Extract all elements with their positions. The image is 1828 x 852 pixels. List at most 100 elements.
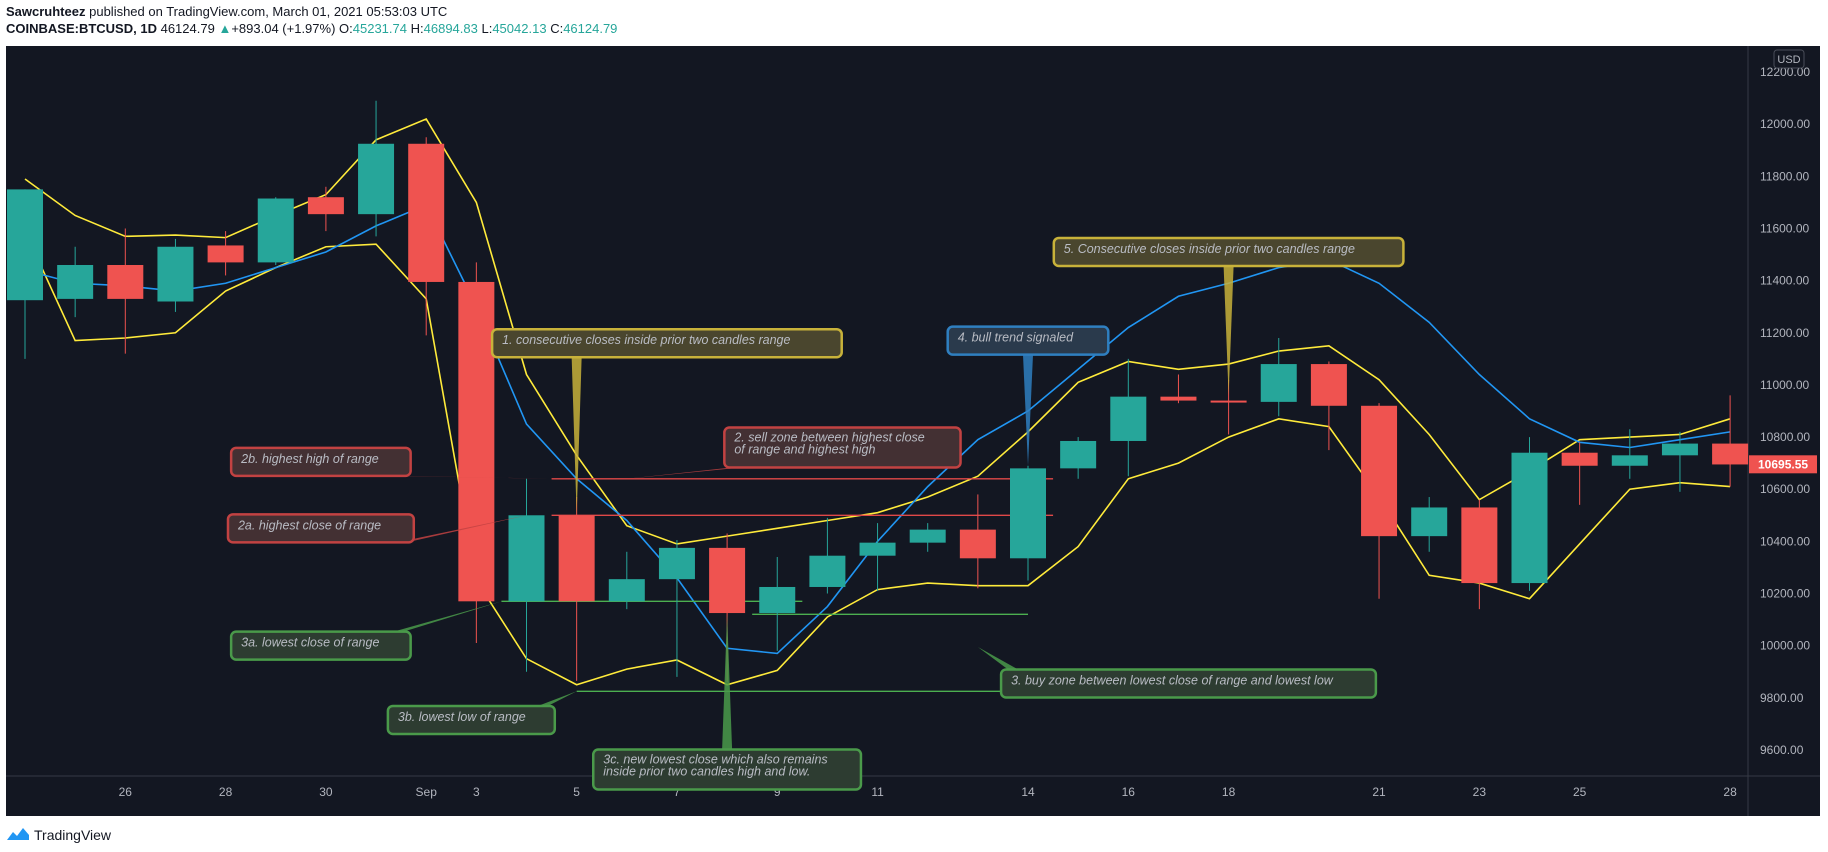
open-label: O: [339, 21, 353, 36]
candle-body [207, 245, 244, 263]
price-tick-label: 9800.00 [1760, 691, 1804, 705]
candle-body [257, 198, 294, 263]
candlestick-chart[interactable]: 9600.00 9800.00 10000.00 10200.00 10400.00 10… [6, 46, 1820, 816]
price-tick-label: 9600.00 [1760, 743, 1804, 757]
callout-box [229, 630, 412, 661]
candle-body [1060, 440, 1097, 469]
time-tick-label: 14 [1021, 785, 1035, 799]
candle-up [7, 189, 43, 359]
candle-down [959, 494, 996, 589]
last-price-label: 10695.55 [1758, 457, 1808, 471]
symbol-info: COINBASE:BTCUSD, 1D 46124.79 ▲+893.04 (+… [6, 21, 617, 36]
price-tick-label: 11000.00 [1760, 378, 1809, 392]
candle-up [859, 523, 896, 591]
time-tick-label: 30 [319, 785, 333, 799]
candle-body [1110, 396, 1147, 441]
callout-text: 2. sell zone between highest close of ran… [733, 431, 924, 457]
candle-up [658, 540, 695, 677]
candle-body [1411, 507, 1448, 537]
callout-pointer [1223, 265, 1234, 396]
publish-info: Sawcruhteez published on TradingView.com… [6, 4, 447, 19]
candle-up [1260, 338, 1297, 417]
candle-up [909, 523, 946, 552]
candle-up [608, 551, 645, 610]
candle-body [358, 143, 395, 215]
callout-text-line: 1. consecutive closes inside prior two c… [502, 333, 790, 347]
candle-up [358, 100, 395, 237]
price-tick-label: 12000.00 [1760, 117, 1810, 131]
candle-down [1310, 361, 1347, 451]
candle-body [759, 586, 796, 614]
price-tick-label: 11800.00 [1760, 169, 1809, 183]
callout-text: 2b. highest high of range [240, 452, 379, 466]
candle-body [1160, 396, 1197, 401]
candle-body [1260, 364, 1297, 402]
price-tick-label: 11400.00 [1760, 274, 1809, 288]
callout-pointer [626, 467, 742, 479]
callout-pointer [537, 691, 577, 706]
candle-body [57, 265, 94, 299]
callout-group: 3a. lowest close of range [229, 601, 502, 661]
callout-group: 3. buy zone between lowest close of rang… [977, 646, 1378, 699]
currency-badge [1773, 49, 1805, 69]
author-name[interactable]: Sawcruhteez [6, 4, 86, 19]
candle-body [1310, 364, 1347, 406]
callout-pointer [722, 614, 733, 750]
callout-text-line: 5. Consecutive closes inside prior two c… [1064, 242, 1355, 256]
callout-text: 3b. lowest low of range [398, 710, 526, 724]
symbol-name[interactable]: COINBASE:BTCUSD, 1D [6, 21, 157, 36]
callout-box [226, 513, 416, 544]
callout-pointer [393, 475, 552, 479]
candle-body [1712, 443, 1749, 465]
callout-text-line: of range and highest high [734, 443, 875, 457]
price-tick-label: 10600.00 [1760, 482, 1810, 496]
callout-pointer [977, 646, 1019, 670]
price-tick-label: 10000.00 [1760, 639, 1810, 653]
change-up-arrow-icon: ▲ [218, 21, 232, 36]
price-tick-label: 12200.00 [1760, 65, 1810, 79]
time-tick-label: 9 [774, 785, 781, 799]
callout-text: 4. bull trend signaled [958, 331, 1074, 345]
price-change: +893.04 (+1.97%) [231, 21, 336, 36]
callout-group: 1. consecutive closes inside prior two c… [490, 327, 843, 516]
callout-text: 3. buy zone between lowest close of rang… [1011, 673, 1334, 687]
time-tick-label: 18 [1222, 785, 1236, 799]
price-tick-label: 11600.00 [1760, 222, 1809, 236]
published-text: published on TradingView.com, March 01, … [89, 4, 448, 19]
time-tick-label: 26 [119, 785, 133, 799]
candle-body [1361, 405, 1398, 537]
callout-text: 3c. new lowest close which also remains i… [603, 752, 827, 778]
tradingview-brand[interactable]: TradingView [34, 827, 112, 843]
candle-body [107, 265, 144, 299]
price-tick-label: 10800.00 [1760, 430, 1810, 444]
callout-box [592, 748, 863, 791]
candle-body [909, 529, 946, 543]
time-tick-label: 21 [1372, 785, 1386, 799]
callout-pointer [393, 601, 502, 632]
candle-body [408, 143, 445, 282]
time-tick-label: 5 [573, 785, 580, 799]
chart-header: Sawcruhteez published on TradingView.com… [0, 0, 1828, 40]
candle-body [809, 555, 846, 587]
high-label: H: [410, 21, 424, 36]
candle-down [107, 228, 144, 354]
candle-down [1361, 403, 1398, 599]
callout-group: 3c. new lowest close which also remains i… [592, 614, 863, 791]
tradingview-logo-icon[interactable] [6, 826, 30, 842]
low-label: L: [481, 21, 493, 36]
callout-text: 5. Consecutive closes inside prior two c… [1064, 242, 1355, 256]
candle-body [608, 579, 645, 602]
callout-text-line: 3a. lowest close of range [241, 636, 379, 650]
candle-down [1160, 374, 1197, 404]
candle-up [508, 478, 545, 672]
candle-body [558, 515, 595, 602]
callout-text-line: 2a. highest close of range [237, 518, 381, 532]
callout-box [999, 668, 1378, 699]
candle-up [1060, 437, 1097, 479]
last-price-badge [1749, 455, 1817, 474]
callout-text-line: 2b. highest high of range [240, 452, 379, 466]
callout-group: 3b. lowest low of range [386, 691, 577, 736]
callout-text-line: 3c. new lowest close which also remains [603, 752, 827, 766]
time-tick-label: 11 [871, 785, 884, 799]
time-tick-label: Sep [416, 785, 438, 799]
